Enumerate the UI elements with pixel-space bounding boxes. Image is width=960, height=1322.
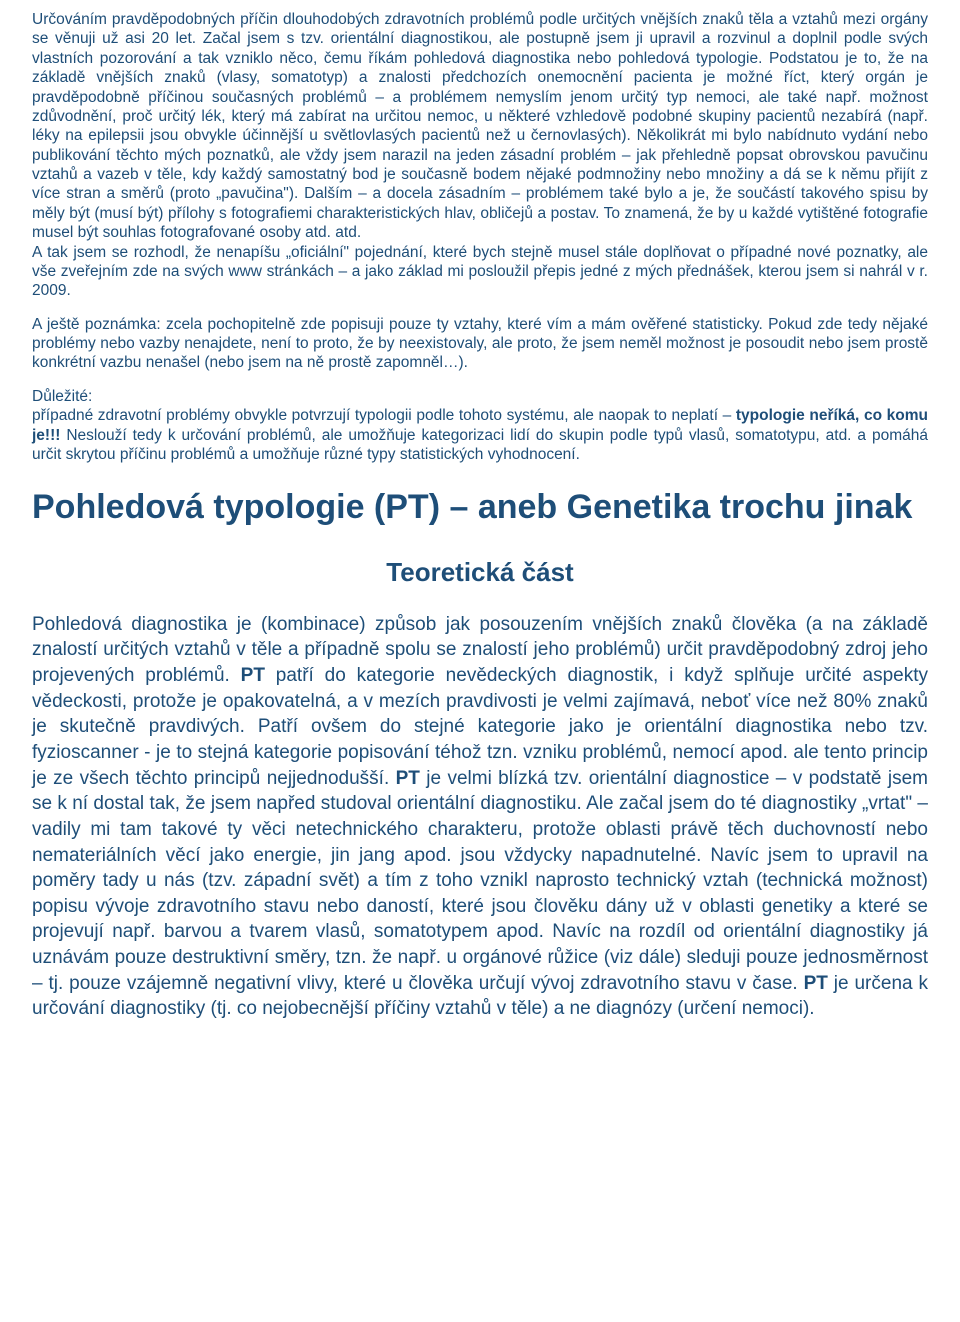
important-text-b: Neslouží tedy k určování problémů, ale u… — [32, 427, 928, 463]
intro-text-b: A tak jsem se rozhodl, že nenapíšu „ofic… — [32, 244, 928, 300]
main-title: Pohledová typologie (PT) – aneb Genetika… — [32, 486, 928, 529]
important-label: Důležité: — [32, 388, 92, 405]
subtitle: Teoretická část — [32, 557, 928, 588]
body-text-c: je velmi blízká tzv. orientální diagnost… — [32, 768, 928, 994]
important-text-a: případné zdravotní problémy obvykle potv… — [32, 407, 736, 424]
body-bold-2: PT — [396, 768, 420, 789]
important-paragraph: Důležité: případné zdravotní problémy ob… — [32, 387, 928, 465]
body-bold-3: PT — [804, 973, 828, 994]
intro-text-a: Určováním pravděpodobných příčin dlouhod… — [32, 11, 928, 241]
note-paragraph: A ještě poznámka: zcela pochopitelně zde… — [32, 315, 928, 373]
body-paragraph: Pohledová diagnostika je (kombinace) způ… — [32, 612, 928, 1022]
body-bold-1: PT — [241, 665, 265, 686]
intro-paragraph: Určováním pravděpodobných příčin dlouhod… — [32, 10, 928, 301]
document-page: Určováním pravděpodobných příčin dlouhod… — [0, 0, 960, 1054]
